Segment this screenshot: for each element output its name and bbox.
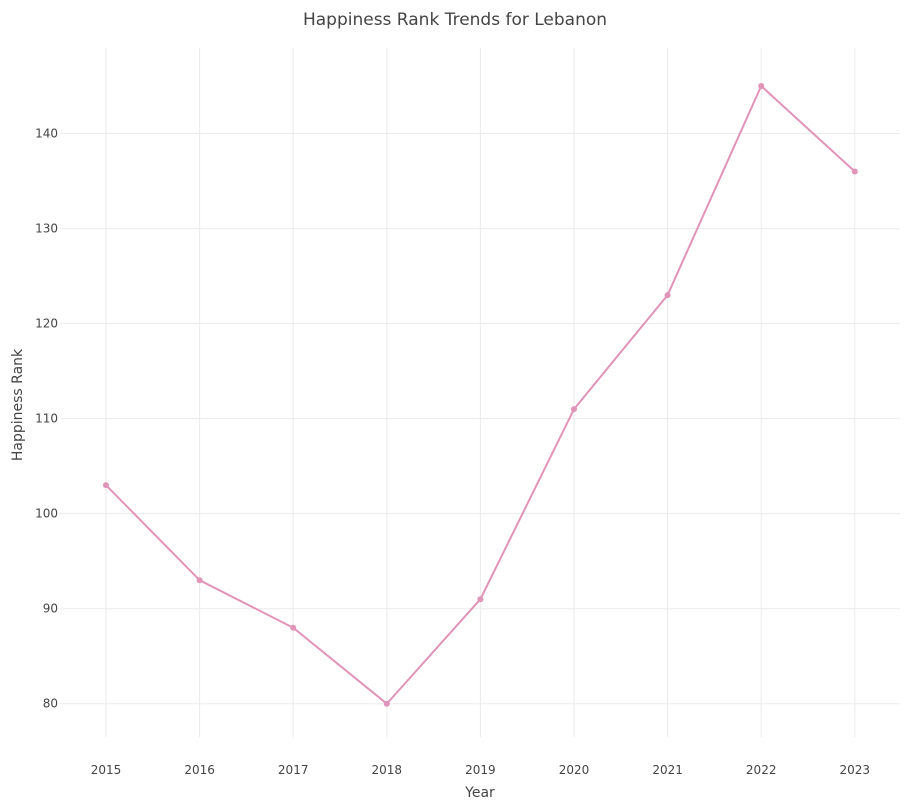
data-point[interactable] (571, 406, 577, 413)
data-point[interactable] (383, 700, 390, 707)
y-tick-label: 80 (43, 697, 58, 711)
x-tick-label: 2019 (465, 763, 496, 777)
y-tick-label: 130 (35, 222, 58, 236)
data-point[interactable] (851, 168, 858, 175)
x-tick-label: 2022 (746, 763, 777, 777)
x-tick-label: 2020 (559, 763, 590, 777)
data-point[interactable] (103, 482, 109, 489)
x-tick-label: 2017 (278, 763, 309, 777)
x-tick-label: 2023 (840, 763, 871, 777)
y-gridlines (60, 133, 900, 705)
x-tick-labels: 2015 2016 2017 2018 2019 2020 2021 2022 2023 (91, 763, 870, 777)
y-tick-labels: 80 90 100 110 120 130 140 (35, 127, 58, 711)
x-gridlines (105, 48, 856, 737)
data-point[interactable] (290, 624, 297, 631)
y-axis-title: Happiness Rank (10, 348, 26, 461)
y-tick-label: 120 (35, 317, 58, 331)
series-group (103, 83, 858, 707)
y-tick-label: 100 (35, 507, 58, 521)
x-tick-label: 2018 (372, 763, 403, 777)
data-point[interactable] (477, 596, 484, 603)
x-tick-label: 2021 (652, 763, 683, 777)
y-tick-label: 110 (35, 412, 58, 426)
y-tick-label: 140 (35, 127, 58, 141)
x-axis-title: Year (464, 785, 495, 800)
data-point[interactable] (664, 292, 671, 299)
y-tick-label: 90 (43, 602, 58, 616)
data-point[interactable] (758, 83, 765, 90)
x-tick-label: 2016 (184, 763, 215, 777)
chart-title: Happiness Rank Trends for Lebanon (303, 10, 607, 30)
x-tick-label: 2015 (91, 763, 122, 777)
data-point[interactable] (196, 577, 203, 584)
